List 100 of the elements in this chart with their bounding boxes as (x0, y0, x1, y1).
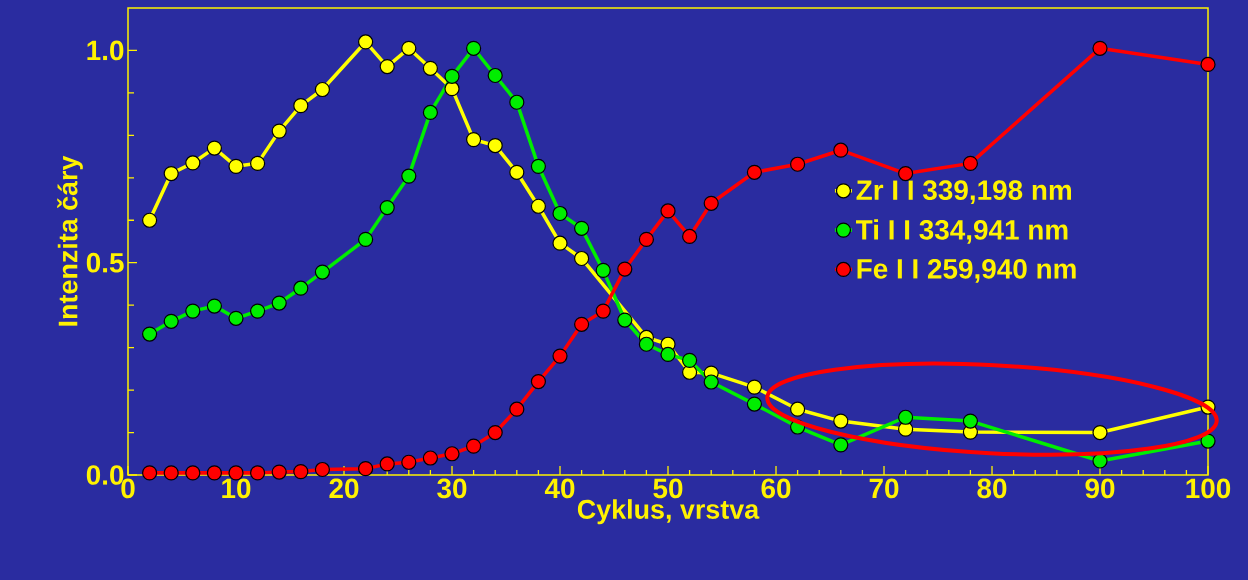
point (790, 156, 806, 172)
point (163, 313, 179, 329)
point (638, 336, 655, 352)
point (487, 67, 503, 84)
point (142, 212, 158, 228)
point (163, 465, 179, 481)
point (1200, 433, 1216, 449)
point (293, 464, 309, 480)
point (595, 262, 611, 278)
point (444, 68, 460, 84)
point (401, 40, 417, 56)
point (271, 295, 287, 311)
point (1092, 424, 1108, 441)
point (206, 465, 222, 481)
point (228, 158, 244, 174)
point (509, 94, 525, 110)
x-tick-label: 80 (977, 478, 1007, 499)
point (617, 312, 633, 328)
point (271, 464, 287, 480)
point (142, 465, 158, 481)
point (422, 104, 438, 121)
point (250, 465, 266, 481)
point (682, 228, 698, 244)
point (746, 379, 763, 395)
point (185, 155, 201, 171)
point (422, 450, 438, 466)
point (660, 203, 676, 219)
x-tick-label: 90 (1085, 478, 1115, 499)
point (293, 98, 309, 114)
point (509, 401, 525, 417)
legend-label: Fe I I 259,940 nm (857, 258, 1076, 283)
point (271, 123, 287, 139)
x-tick-label: 10 (222, 478, 251, 499)
point (530, 374, 546, 390)
point (314, 264, 330, 280)
x-tick-label: 30 (437, 478, 467, 499)
point (422, 60, 438, 76)
point (185, 303, 201, 319)
point (833, 142, 849, 158)
point (574, 316, 590, 332)
point (552, 205, 568, 222)
point (509, 164, 525, 180)
y-axis-title: Intenzita čáry (57, 155, 83, 326)
point (703, 195, 719, 211)
point (358, 34, 374, 50)
x-tick-label: 70 (869, 478, 899, 499)
point (638, 231, 655, 247)
point (163, 165, 179, 182)
point (444, 446, 460, 462)
point (746, 164, 763, 180)
point (185, 465, 201, 481)
point (379, 456, 395, 472)
point (962, 155, 979, 171)
point (530, 158, 546, 174)
x-tick-label: 40 (544, 478, 575, 499)
point (358, 461, 374, 477)
point (466, 132, 482, 148)
point (206, 140, 222, 156)
legend-label: Zr I I 339,198 nm (856, 180, 1072, 205)
y-tick-label: 1.0 (87, 40, 124, 61)
y-tick-label: 0.5 (86, 252, 124, 273)
x-tick-label: 20 (329, 478, 359, 499)
point (250, 303, 266, 319)
point (206, 298, 222, 314)
point (530, 198, 546, 214)
point (552, 235, 568, 251)
point (1092, 40, 1108, 56)
point (790, 401, 806, 417)
x-tick-label: 50 (653, 478, 683, 499)
point (660, 346, 676, 363)
point (574, 220, 590, 236)
point (228, 310, 244, 326)
point (250, 155, 266, 171)
point (574, 250, 590, 267)
point (617, 261, 633, 277)
point (466, 40, 482, 56)
point (682, 352, 698, 368)
point (293, 280, 309, 296)
point (833, 437, 849, 453)
point (552, 348, 568, 364)
point (358, 231, 374, 247)
point (314, 81, 330, 98)
point (487, 137, 503, 154)
point (595, 303, 611, 319)
point (898, 409, 914, 425)
point (401, 168, 417, 184)
point (487, 424, 503, 441)
x-tick-label: 60 (761, 478, 791, 499)
point (898, 165, 914, 182)
point (379, 199, 395, 216)
point (401, 454, 417, 470)
point (314, 461, 330, 478)
point (379, 58, 395, 75)
point (1092, 453, 1108, 469)
legend-label: Ti I I 334,941 nm (856, 219, 1068, 244)
point (466, 438, 482, 454)
point (962, 413, 979, 429)
point (833, 413, 849, 429)
x-axis-title: Cyklus, vrstva (577, 499, 760, 525)
x-tick-label: 100 (1186, 478, 1231, 499)
